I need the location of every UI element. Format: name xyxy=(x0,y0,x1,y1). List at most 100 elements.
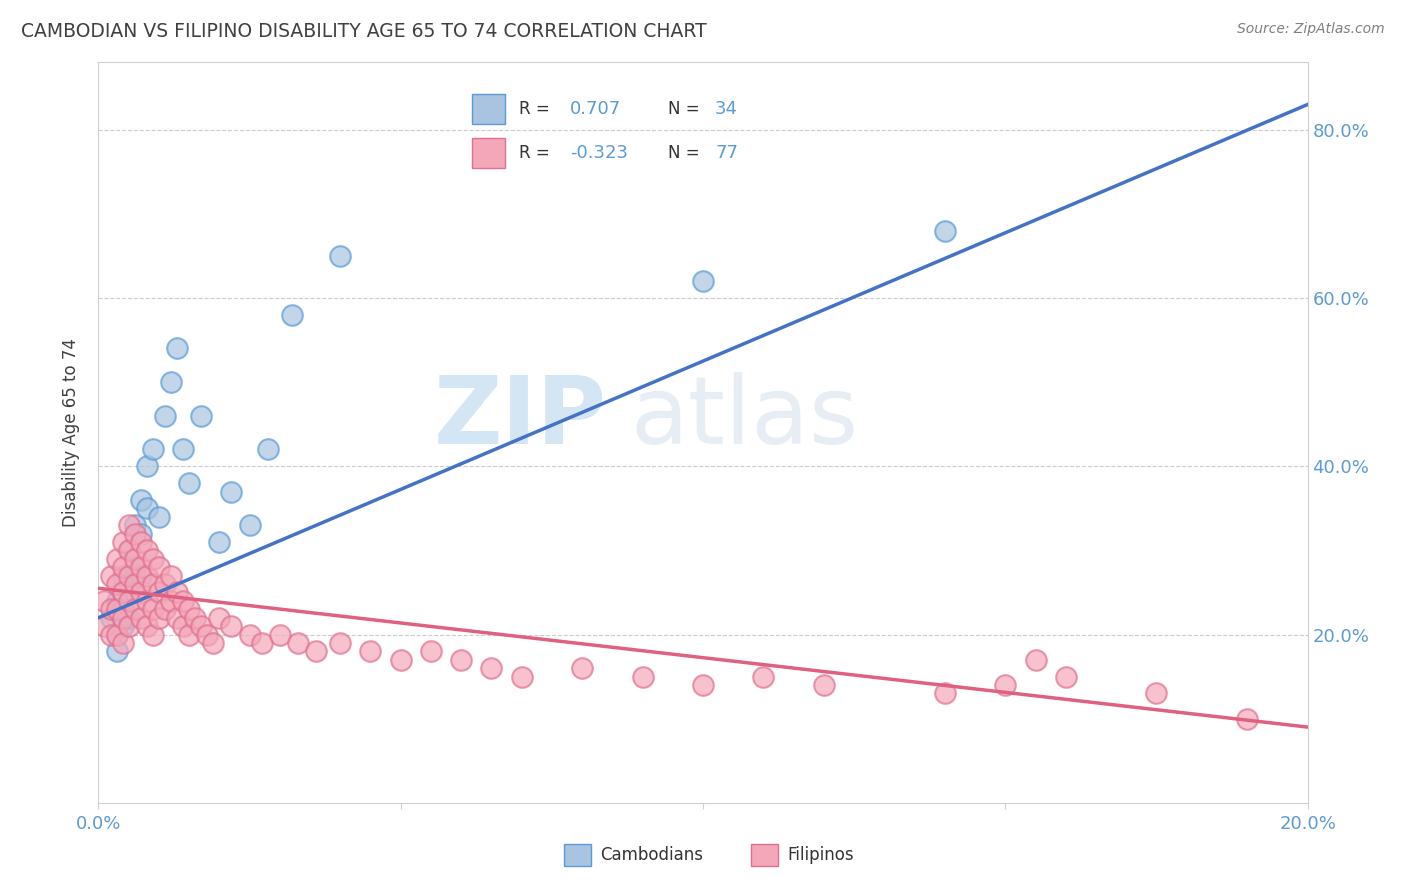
Point xyxy=(129,492,152,507)
Point xyxy=(510,670,533,684)
Point xyxy=(160,375,183,389)
Point xyxy=(100,602,122,616)
Point xyxy=(142,442,165,457)
Point xyxy=(250,636,273,650)
Point xyxy=(111,535,134,549)
Point xyxy=(118,543,141,558)
Point xyxy=(124,585,146,599)
Point xyxy=(100,610,122,624)
Point xyxy=(135,619,157,633)
Point xyxy=(135,543,157,558)
Point xyxy=(172,619,194,633)
Point xyxy=(105,577,128,591)
Point xyxy=(329,636,352,650)
Point xyxy=(571,661,593,675)
Point xyxy=(420,644,443,658)
Point xyxy=(148,585,170,599)
Point xyxy=(692,274,714,288)
Text: Source: ZipAtlas.com: Source: ZipAtlas.com xyxy=(1237,22,1385,37)
Point xyxy=(105,602,128,616)
Point xyxy=(105,627,128,641)
Point xyxy=(160,568,183,582)
Point xyxy=(118,518,141,533)
Text: ZIP: ZIP xyxy=(433,372,606,464)
Point xyxy=(360,644,382,658)
Point xyxy=(111,619,134,633)
Point xyxy=(129,560,152,574)
Y-axis label: Disability Age 65 to 74: Disability Age 65 to 74 xyxy=(62,338,80,527)
Point xyxy=(1024,653,1046,667)
Point xyxy=(166,342,188,356)
Point xyxy=(118,543,141,558)
FancyBboxPatch shape xyxy=(751,844,778,866)
Point xyxy=(269,627,291,641)
Point xyxy=(934,686,956,700)
Point xyxy=(135,459,157,474)
Point xyxy=(105,551,128,566)
Point xyxy=(105,627,128,641)
Point xyxy=(135,501,157,516)
Point xyxy=(239,518,262,533)
Point xyxy=(124,577,146,591)
Point xyxy=(100,627,122,641)
Point xyxy=(100,568,122,582)
Point xyxy=(111,636,134,650)
Point xyxy=(111,568,134,582)
Point xyxy=(287,636,309,650)
Point xyxy=(934,224,956,238)
Text: Cambodians: Cambodians xyxy=(600,846,703,863)
Point xyxy=(118,568,141,582)
Point xyxy=(111,585,134,599)
Point xyxy=(202,636,225,650)
Point xyxy=(389,653,412,667)
Point xyxy=(148,610,170,624)
Point xyxy=(135,568,157,582)
Text: Filipinos: Filipinos xyxy=(787,846,855,863)
Point xyxy=(481,661,503,675)
Point xyxy=(142,602,165,616)
Point xyxy=(111,610,134,624)
Text: CAMBODIAN VS FILIPINO DISABILITY AGE 65 TO 74 CORRELATION CHART: CAMBODIAN VS FILIPINO DISABILITY AGE 65 … xyxy=(21,22,707,41)
Point xyxy=(221,484,243,499)
Point xyxy=(179,602,201,616)
Point xyxy=(153,409,176,423)
Point xyxy=(172,442,194,457)
Point xyxy=(172,594,194,608)
Point xyxy=(124,560,146,574)
Point xyxy=(166,585,188,599)
Point xyxy=(129,535,152,549)
Point xyxy=(281,308,304,322)
Point xyxy=(124,518,146,533)
Point xyxy=(142,627,165,641)
Point xyxy=(329,249,352,263)
Point xyxy=(105,594,128,608)
Point xyxy=(118,594,141,608)
Point xyxy=(305,644,328,658)
Point xyxy=(111,560,134,574)
Point xyxy=(239,627,262,641)
Point xyxy=(118,610,141,624)
Point xyxy=(450,653,472,667)
Point xyxy=(190,409,212,423)
Text: atlas: atlas xyxy=(630,372,859,464)
Point xyxy=(256,442,278,457)
Point xyxy=(153,577,176,591)
Point xyxy=(142,551,165,566)
Point xyxy=(93,619,115,633)
Point xyxy=(631,670,654,684)
Point xyxy=(994,678,1017,692)
Point xyxy=(124,551,146,566)
Point xyxy=(93,594,115,608)
Point xyxy=(179,476,201,491)
Point xyxy=(208,535,231,549)
Point xyxy=(129,526,152,541)
Point xyxy=(221,619,243,633)
Point xyxy=(1054,670,1077,684)
Point xyxy=(813,678,835,692)
Point xyxy=(208,610,231,624)
Point xyxy=(124,602,146,616)
Point xyxy=(153,602,176,616)
Point xyxy=(142,577,165,591)
Point xyxy=(195,627,218,641)
Point xyxy=(129,585,152,599)
